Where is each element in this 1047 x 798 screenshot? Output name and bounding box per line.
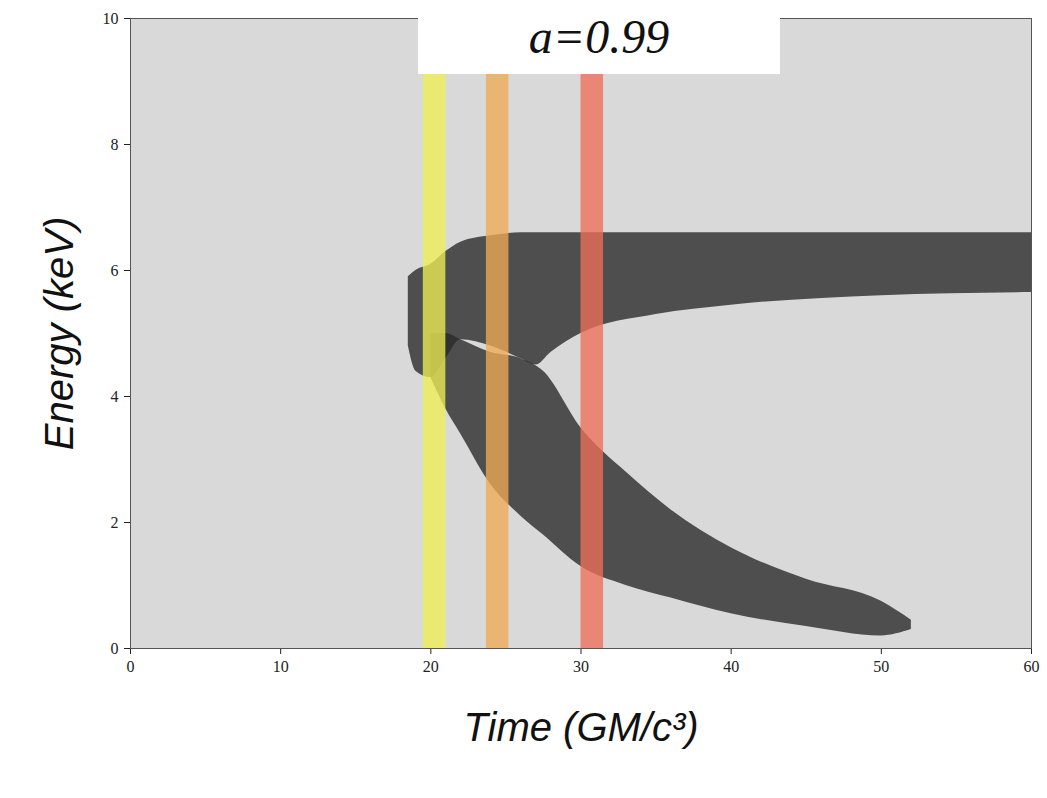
svg-text:Energy (keV): Energy (keV)	[37, 217, 81, 450]
svg-text:0: 0	[127, 658, 135, 675]
svg-text:6: 6	[111, 262, 119, 279]
svg-text:40: 40	[723, 658, 739, 675]
svg-text:10: 10	[273, 658, 289, 675]
svg-text:Time (GM/c³): Time (GM/c³)	[463, 705, 698, 749]
svg-text:20: 20	[423, 658, 439, 675]
svg-text:10: 10	[103, 10, 119, 27]
html-text:a=0.99: a=0.99	[528, 10, 670, 63]
svg-text:60: 60	[1024, 658, 1040, 675]
svg-text:50: 50	[873, 658, 889, 675]
svg-text:8: 8	[111, 136, 119, 153]
svg-text:30: 30	[573, 658, 589, 675]
svg-text:4: 4	[111, 388, 119, 405]
svg-text:2: 2	[111, 514, 119, 531]
svg-text:0: 0	[111, 640, 119, 657]
